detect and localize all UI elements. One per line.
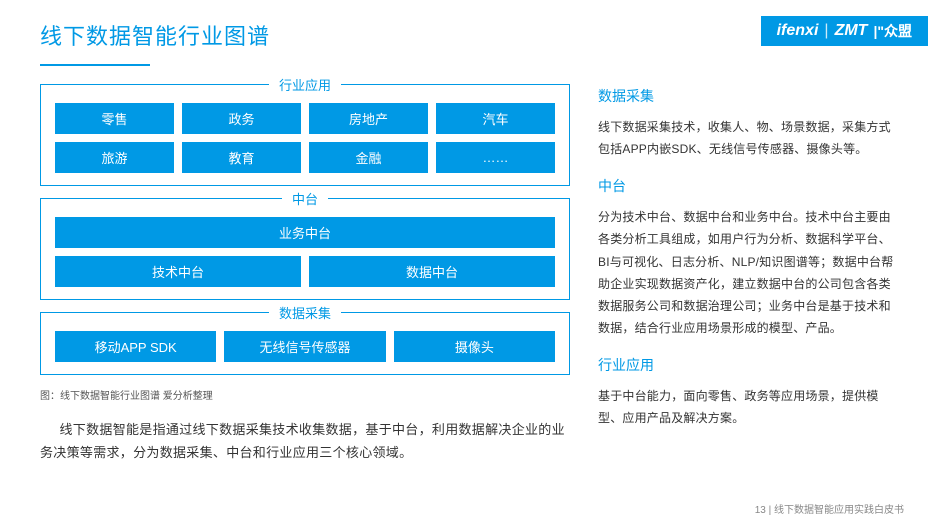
page-number: 13 [755,505,766,516]
explainer-heading: 中台 [598,174,900,200]
brand-zhongmeng: |"众盟 [873,21,912,41]
diagram: 行业应用零售政务房地产汽车旅游教育金融……中台业务中台技术中台数据中台数据采集移… [40,84,570,375]
explainer-heading: 行业应用 [598,353,900,379]
page-title: 线下数据智能行业图谱 [40,19,270,51]
brand-zmt: ZMT [835,22,868,40]
brand-bar: ifenxi | ZMT |"众盟 [761,16,928,46]
diagram-section: 行业应用零售政务房地产汽车旅游教育金融…… [40,84,570,186]
diagram-box: 无线信号传感器 [224,331,385,362]
diagram-box: 房地产 [309,103,428,134]
right-column: 数据采集线下数据采集技术，收集人、物、场景数据，采集方式包括APP内嵌SDK、无… [598,84,900,465]
left-column: 行业应用零售政务房地产汽车旅游教育金融……中台业务中台技术中台数据中台数据采集移… [40,84,570,465]
section-label: 中台 [282,189,328,208]
diagram-section: 中台业务中台技术中台数据中台 [40,198,570,300]
diagram-box: 数据中台 [309,256,555,287]
explainer-section: 中台分为技术中台、数据中台和业务中台。技术中台主要由各类分析工具组成，如用户行为… [598,174,900,339]
diagram-box: 汽车 [436,103,555,134]
brand-ifenxi: ifenxi [777,22,819,40]
explainer-body: 线下数据采集技术，收集人、物、场景数据，采集方式包括APP内嵌SDK、无线信号传… [598,116,900,160]
diagram-box: 教育 [182,142,301,173]
explainer-section: 行业应用基于中台能力，面向零售、政务等应用场景，提供模型、应用产品及解决方案。 [598,353,900,429]
diagram-box: 业务中台 [55,217,555,248]
header: 线下数据智能行业图谱 ifenxi | ZMT |"众盟 [0,0,928,52]
explainer-body: 分为技术中台、数据中台和业务中台。技术中台主要由各类分析工具组成，如用户行为分析… [598,206,900,339]
diagram-box: 金融 [309,142,428,173]
diagram-row: 业务中台 [55,217,555,248]
left-description: 线下数据智能是指通过线下数据采集技术收集数据，基于中台，利用数据解决企业的业务决… [40,418,570,465]
diagram-box: …… [436,142,555,173]
diagram-caption: 图：线下数据智能行业图谱 爱分析整理 [40,387,570,402]
footer: 13 | 线下数据智能应用实践白皮书 [755,501,904,516]
explainer-heading: 数据采集 [598,84,900,110]
diagram-box: 旅游 [55,142,174,173]
content: 行业应用零售政务房地产汽车旅游教育金融……中台业务中台技术中台数据中台数据采集移… [0,66,928,465]
diagram-section: 数据采集移动APP SDK无线信号传感器摄像头 [40,312,570,375]
diagram-row: 移动APP SDK 无线信号传感器摄像头 [55,331,555,362]
diagram-box: 政务 [182,103,301,134]
explainer-body: 基于中台能力，面向零售、政务等应用场景，提供模型、应用产品及解决方案。 [598,385,900,429]
diagram-box: 技术中台 [55,256,301,287]
diagram-box: 移动APP SDK [55,331,216,362]
diagram-box: 零售 [55,103,174,134]
diagram-box: 摄像头 [394,331,555,362]
brand-separator: | [824,22,828,40]
diagram-row: 零售政务房地产汽车 [55,103,555,134]
diagram-row: 技术中台数据中台 [55,256,555,287]
section-label: 数据采集 [269,303,341,322]
explainer-section: 数据采集线下数据采集技术，收集人、物、场景数据，采集方式包括APP内嵌SDK、无… [598,84,900,160]
section-label: 行业应用 [269,75,341,94]
doc-name: 线下数据智能应用实践白皮书 [774,505,904,516]
diagram-row: 旅游教育金融 …… [55,142,555,173]
